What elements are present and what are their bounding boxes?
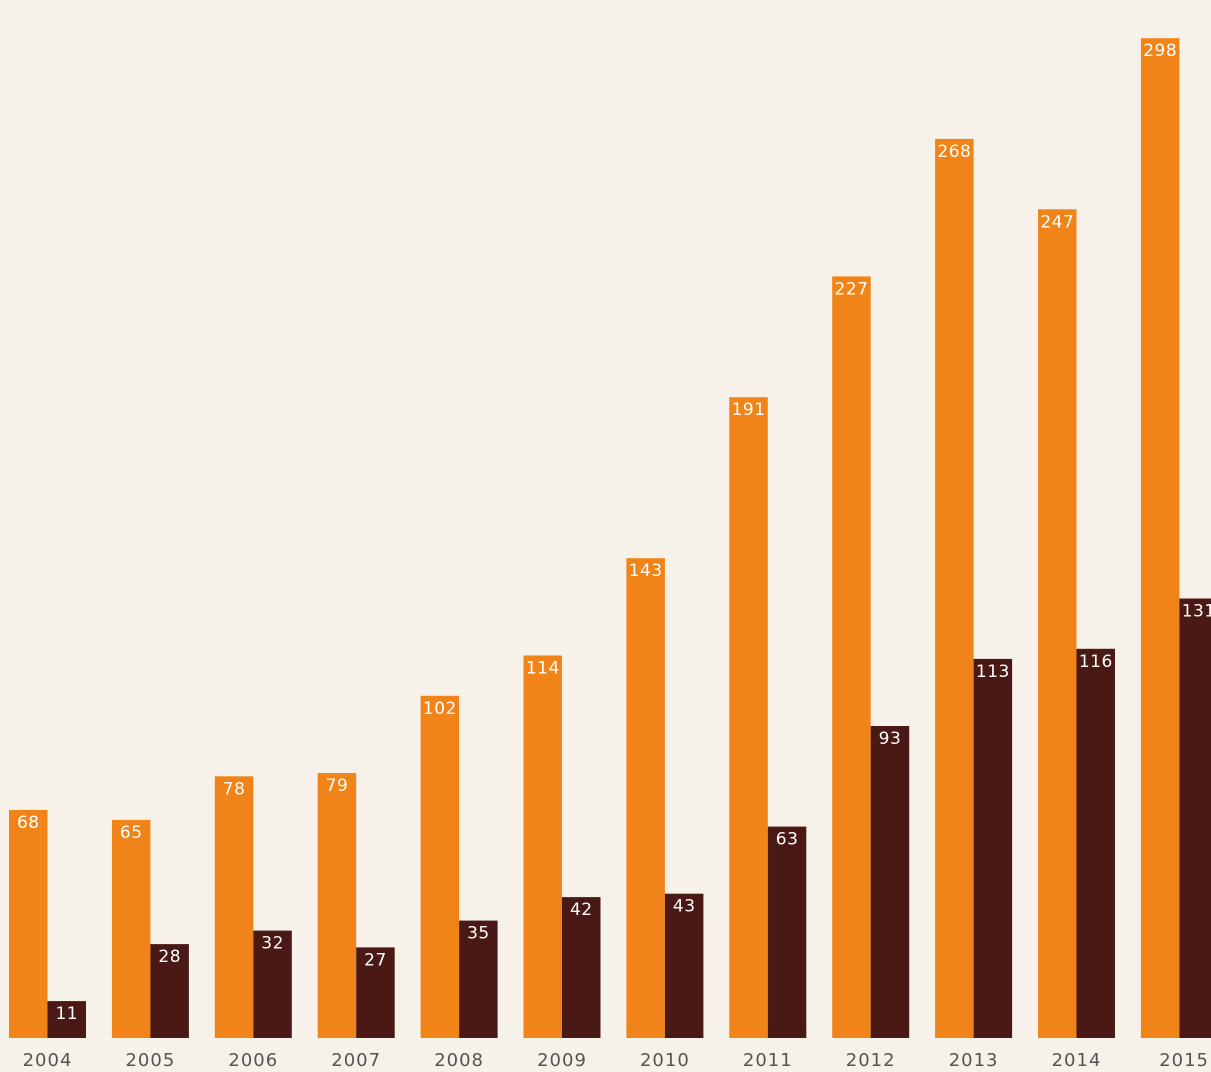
bar-2004-series-2	[47, 1001, 86, 1038]
x-tick-label-2015: 2015	[1159, 1050, 1209, 1071]
data-label-2011-series-2: 63	[776, 830, 799, 850]
x-tick-label-2014: 2014	[1052, 1050, 1102, 1071]
data-label-2010-series-1: 143	[629, 561, 663, 581]
data-label-2014-series-1: 247	[1040, 212, 1074, 232]
data-label-2014-series-2: 116	[1079, 652, 1113, 672]
data-label-2005-series-1: 65	[120, 823, 143, 843]
x-tick-label-2004: 2004	[23, 1050, 73, 1071]
bar-2009-series-1	[523, 655, 562, 1038]
data-label-2012-series-1: 227	[835, 279, 869, 299]
bar-2007-series-1	[317, 773, 357, 1038]
bar-2008-series-2	[459, 920, 498, 1038]
data-label-2011-series-1: 191	[732, 400, 766, 420]
bar-2013-series-1	[935, 138, 974, 1038]
bar-2011-series-2	[767, 826, 807, 1038]
data-label-2007-series-1: 79	[326, 776, 349, 796]
bar-2004-series-1	[9, 809, 48, 1038]
data-label-2007-series-2: 27	[364, 950, 387, 970]
data-label-2010-series-2: 43	[673, 897, 696, 917]
x-tick-label-2012: 2012	[846, 1050, 896, 1071]
x-tick-label-2010: 2010	[640, 1050, 690, 1071]
bar-2011-series-1	[729, 397, 768, 1038]
data-label-2013-series-2: 113	[976, 662, 1010, 682]
data-label-2009-series-1: 114	[526, 659, 560, 679]
data-label-2013-series-1: 268	[937, 142, 971, 162]
x-tick-label-2011: 2011	[743, 1050, 793, 1071]
x-tick-label-2007: 2007	[331, 1050, 381, 1071]
bar-2008-series-1	[420, 695, 460, 1038]
bar-2006-series-2	[253, 930, 292, 1038]
bar-2015-series-2	[1179, 598, 1211, 1038]
value-labels-group: 68 11 65 28 78 32 79 27 102 35 114 42 143 43 191 63 227 9…	[17, 41, 1211, 1024]
data-label-2004-series-1: 68	[17, 813, 40, 833]
x-axis-tick-labels: 2004 2005 2006 2007 2008 2009 2010 2011 2012 2013…	[23, 1050, 1209, 1071]
data-label-2015-series-2: 131	[1182, 602, 1211, 622]
data-label-2006-series-1: 78	[223, 779, 246, 799]
x-tick-label-2013: 2013	[949, 1050, 999, 1071]
bar-2005-series-2	[150, 944, 189, 1038]
bar-2014-series-1	[1038, 209, 1077, 1039]
x-tick-label-2006: 2006	[228, 1050, 278, 1071]
bar-2012-series-1	[832, 276, 871, 1038]
data-label-2012-series-2: 93	[879, 729, 902, 749]
bar-2009-series-2	[562, 897, 601, 1038]
data-label-2006-series-2: 32	[261, 934, 284, 954]
bar-2015-series-1	[1140, 38, 1180, 1038]
bar-2005-series-1	[111, 819, 151, 1038]
bar-2012-series-2	[870, 726, 910, 1038]
data-label-2009-series-2: 42	[570, 900, 593, 920]
data-label-2004-series-2: 11	[55, 1004, 78, 1024]
data-label-2015-series-1: 298	[1143, 41, 1177, 61]
data-label-2008-series-2: 35	[467, 924, 490, 944]
bars-group	[9, 38, 1211, 1039]
bar-2010-series-1	[626, 558, 665, 1038]
data-label-2008-series-1: 102	[423, 699, 457, 719]
x-tick-label-2009: 2009	[537, 1050, 587, 1071]
x-tick-label-2005: 2005	[125, 1050, 175, 1071]
bar-2013-series-2	[973, 658, 1013, 1038]
x-tick-label-2008: 2008	[434, 1050, 484, 1071]
bar-2014-series-2	[1076, 648, 1115, 1038]
bar-2006-series-1	[214, 776, 254, 1038]
data-label-2005-series-2: 28	[158, 947, 181, 967]
bar-2010-series-2	[664, 893, 704, 1038]
bar-2007-series-2	[356, 947, 395, 1038]
